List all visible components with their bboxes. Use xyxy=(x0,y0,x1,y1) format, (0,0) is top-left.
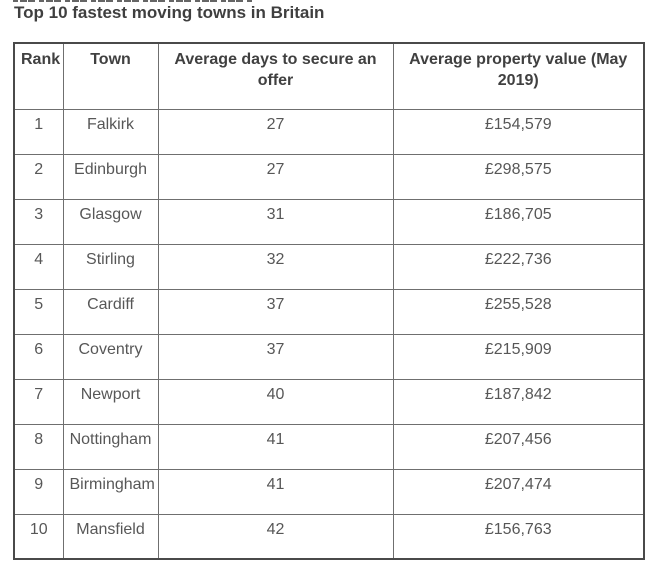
cell-rank: 1 xyxy=(13,108,64,155)
table-header: Rank Town Average days to secure an offe… xyxy=(13,42,645,110)
cell-days: 37 xyxy=(157,333,394,380)
cell-value: £222,736 xyxy=(392,243,645,290)
cell-town: Edinburgh xyxy=(62,153,159,200)
cell-town: Cardiff xyxy=(62,288,159,335)
cell-value: £154,579 xyxy=(392,108,645,155)
cell-town: Stirling xyxy=(62,243,159,290)
cell-days: 32 xyxy=(157,243,394,290)
cell-rank: 3 xyxy=(13,198,64,245)
page-title: Top 10 fastest moving towns in Britain xyxy=(14,3,325,22)
table-row: 8 Nottingham 41 £207,456 xyxy=(13,423,645,470)
cell-rank: 8 xyxy=(13,423,64,470)
cell-value: £298,575 xyxy=(392,153,645,200)
col-header-rank: Rank xyxy=(13,42,64,110)
table-row: 2 Edinburgh 27 £298,575 xyxy=(13,153,645,200)
cell-rank: 4 xyxy=(13,243,64,290)
cell-value: £207,474 xyxy=(392,468,645,515)
table-row: 9 Birmingham 41 £207,474 xyxy=(13,468,645,515)
cell-days: 37 xyxy=(157,288,394,335)
cell-rank: 9 xyxy=(13,468,64,515)
table-row: 10 Mansfield 42 £156,763 xyxy=(13,513,645,560)
cell-rank: 2 xyxy=(13,153,64,200)
cell-days: 42 xyxy=(157,513,394,560)
table-row: 7 Newport 40 £187,842 xyxy=(13,378,645,425)
table-row: 5 Cardiff 37 £255,528 xyxy=(13,288,645,335)
cell-days: 27 xyxy=(157,153,394,200)
towns-table: Rank Town Average days to secure an offe… xyxy=(13,42,645,560)
col-header-days: Average days to secure an offer xyxy=(157,42,394,110)
cell-rank: 6 xyxy=(13,333,64,380)
cell-days: 31 xyxy=(157,198,394,245)
table-row: 3 Glasgow 31 £186,705 xyxy=(13,198,645,245)
cell-days: 40 xyxy=(157,378,394,425)
table-row: 6 Coventry 37 £215,909 xyxy=(13,333,645,380)
cell-town: Glasgow xyxy=(62,198,159,245)
cell-town: Newport xyxy=(62,378,159,425)
cell-days: 41 xyxy=(157,468,394,515)
cell-town: Coventry xyxy=(62,333,159,380)
cropped-text-remnant xyxy=(13,0,253,2)
cell-rank: 7 xyxy=(13,378,64,425)
col-header-town: Town xyxy=(62,42,159,110)
cell-value: £187,842 xyxy=(392,378,645,425)
cell-value: £186,705 xyxy=(392,198,645,245)
cell-town: Mansfield xyxy=(62,513,159,560)
cell-rank: 5 xyxy=(13,288,64,335)
table-header-row: Rank Town Average days to secure an offe… xyxy=(13,42,645,110)
cell-value: £255,528 xyxy=(392,288,645,335)
cell-value: £215,909 xyxy=(392,333,645,380)
cell-town: Birmingham xyxy=(62,468,159,515)
cell-town: Nottingham xyxy=(62,423,159,470)
cell-value: £156,763 xyxy=(392,513,645,560)
cell-town: Falkirk xyxy=(62,108,159,155)
table-row: 4 Stirling 32 £222,736 xyxy=(13,243,645,290)
table-row: 1 Falkirk 27 £154,579 xyxy=(13,108,645,155)
cell-value: £207,456 xyxy=(392,423,645,470)
table-body: 1 Falkirk 27 £154,579 2 Edinburgh 27 £29… xyxy=(13,108,645,560)
cell-rank: 10 xyxy=(13,513,64,560)
col-header-value: Average property value (May 2019) xyxy=(392,42,645,110)
cell-days: 41 xyxy=(157,423,394,470)
cell-days: 27 xyxy=(157,108,394,155)
